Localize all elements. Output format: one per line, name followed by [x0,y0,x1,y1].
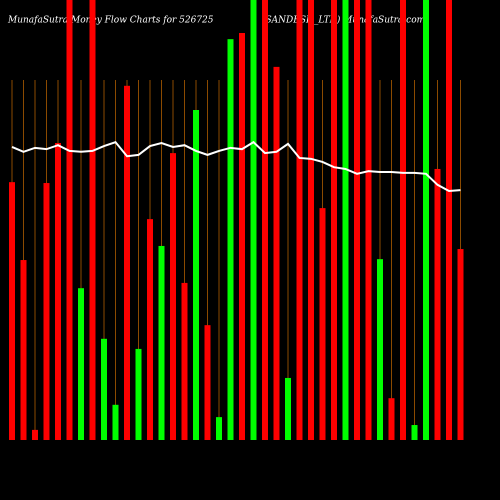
bar [89,0,96,440]
bar [135,348,142,440]
bar [400,0,406,440]
bar [423,0,429,440]
bar [250,0,257,440]
bar [411,425,418,440]
bar [377,259,383,440]
bar [342,0,349,440]
bar [296,0,303,440]
bar [434,168,441,440]
bar [388,398,395,440]
bar [354,0,360,440]
bar [55,143,61,440]
bar [32,429,38,440]
bar [158,245,165,440]
bar [273,66,280,440]
bar [457,249,464,440]
bar [308,0,314,440]
bar [101,338,107,440]
bar [124,85,130,441]
bar [446,0,452,440]
bar [78,288,84,440]
bar [9,182,15,440]
bar [204,325,211,440]
bar [227,39,234,440]
bar [170,153,176,440]
bar [43,183,50,441]
bar [193,110,199,440]
bar [147,219,153,440]
bar [216,417,222,440]
price-line [11,140,461,192]
bar [20,260,27,440]
chart-title: MunafaSutra Money Flow Charts for 526725 [7,16,214,26]
bar [112,404,119,440]
bar [181,282,188,440]
bar [365,0,372,440]
bar [66,0,73,440]
bar [319,208,326,440]
bar [285,377,291,440]
bar [262,0,268,440]
bar [239,33,245,440]
bar [331,0,337,440]
